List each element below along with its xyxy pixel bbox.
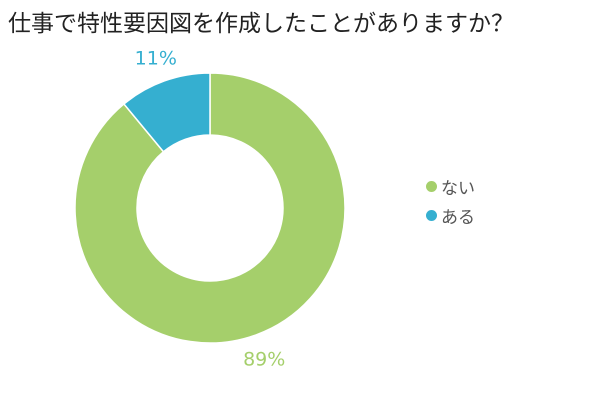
legend-swatch-nai xyxy=(426,181,437,192)
chart-title: 仕事で特性要因図を作成したことがありますか？ xyxy=(8,11,514,37)
slice-nai xyxy=(74,72,346,344)
data-label-nai: 89% xyxy=(243,349,285,371)
legend-item-nai: ない xyxy=(426,172,475,201)
data-label-aru: 11% xyxy=(135,47,177,69)
legend-swatch-aru xyxy=(426,210,437,221)
legend-label-nai: ない xyxy=(441,179,475,199)
legend-label-aru: ある xyxy=(441,208,475,228)
legend-item-aru: ある xyxy=(426,201,475,230)
legend: ない ある xyxy=(426,172,475,230)
slice-aru xyxy=(122,72,211,153)
